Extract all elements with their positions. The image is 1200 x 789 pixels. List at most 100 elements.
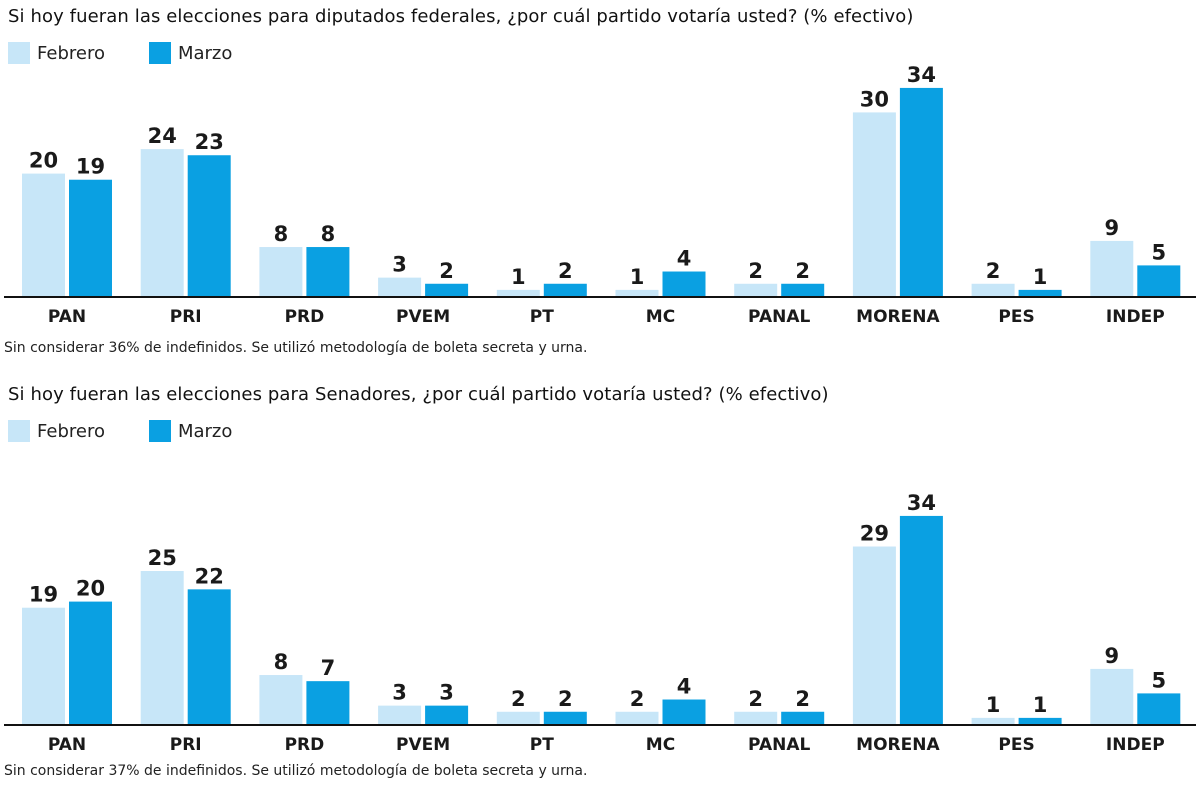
bar-febrero-indep: [1090, 668, 1134, 724]
data-label-marzo-pes: 1: [1033, 265, 1048, 289]
category-label-pan: PAN: [48, 735, 86, 755]
bar-febrero-pan: [22, 607, 65, 724]
bar-febrero-morena: [852, 546, 896, 724]
bar-marzo-pri: [187, 155, 231, 296]
chart-2-title: Si hoy fueran las elecciones para Senado…: [8, 384, 829, 405]
bar-febrero-pes: [971, 717, 1015, 724]
bar-marzo-mc: [662, 271, 706, 296]
category-label-morena: MORENA: [856, 307, 940, 327]
data-label-marzo-pvem: 2: [439, 259, 454, 283]
category-label-indep: INDEP: [1106, 735, 1165, 755]
category-label-pvem: PVEM: [396, 307, 450, 327]
bar-febrero-pvem: [378, 705, 422, 724]
data-label-febrero-prd: 8: [274, 222, 289, 246]
data-label-febrero-morena: 30: [860, 87, 889, 111]
category-label-prd: PRD: [285, 307, 325, 327]
bar-marzo-pes: [1018, 289, 1062, 296]
data-label-marzo-pan: 20: [76, 577, 105, 601]
data-label-marzo-panal: 2: [795, 259, 810, 283]
data-label-marzo-pri: 23: [195, 130, 224, 154]
bar-marzo-pt: [543, 283, 587, 296]
data-label-febrero-mc: 1: [630, 265, 645, 289]
bar-marzo-pan: [69, 601, 112, 724]
legend-item-febrero: Febrero: [8, 42, 105, 64]
legend-label-febrero: Febrero: [37, 42, 105, 64]
legend-swatch-marzo: [148, 420, 171, 442]
bar-marzo-pes: [1018, 717, 1062, 724]
data-label-febrero-prd: 8: [274, 650, 289, 674]
category-label-mc: MC: [646, 307, 675, 327]
data-label-febrero-pt: 2: [511, 687, 526, 711]
legend-item-marzo: Marzo: [148, 420, 233, 442]
bar-marzo-morena: [899, 515, 943, 724]
bar-marzo-panal: [781, 283, 825, 296]
bar-marzo-indep: [1137, 693, 1181, 724]
bar-marzo-prd: [306, 247, 350, 296]
legend-label-marzo: Marzo: [177, 420, 233, 442]
data-label-febrero-panal: 2: [748, 687, 763, 711]
category-label-indep: INDEP: [1106, 307, 1165, 327]
bar-marzo-panal: [781, 711, 825, 724]
chart-2-legend: Febrero Marzo: [8, 420, 276, 442]
data-label-marzo-indep: 5: [1151, 668, 1166, 692]
data-label-febrero-panal: 2: [748, 259, 763, 283]
category-label-pan: PAN: [48, 307, 86, 327]
bar-marzo-prd: [306, 681, 350, 724]
legend-label-marzo: Marzo: [177, 42, 233, 64]
data-label-febrero-pes: 2: [986, 259, 1001, 283]
legend-item-febrero: Febrero: [8, 420, 105, 442]
data-label-marzo-pan: 19: [76, 155, 105, 179]
data-label-marzo-morena: 34: [907, 491, 936, 515]
data-label-febrero-pan: 20: [29, 149, 58, 173]
chart-1-legend: Febrero Marzo: [8, 42, 276, 64]
chart-2-note: Sin considerar 37% de indefinidos. Se ut…: [4, 763, 588, 779]
category-label-pvem: PVEM: [396, 735, 450, 755]
data-label-marzo-panal: 2: [795, 687, 810, 711]
bar-marzo-pan: [69, 179, 112, 296]
bar-febrero-pt: [496, 711, 540, 724]
category-label-pri: PRI: [170, 735, 202, 755]
bar-febrero-panal: [734, 283, 778, 296]
bar-febrero-pri: [140, 149, 184, 296]
bar-febrero-panal: [734, 711, 778, 724]
data-label-marzo-pri: 22: [195, 564, 224, 588]
category-label-pes: PES: [998, 307, 1034, 327]
data-label-febrero-pri: 24: [148, 124, 177, 148]
bar-febrero-indep: [1090, 240, 1134, 296]
data-label-marzo-prd: 7: [321, 656, 336, 680]
legend-swatch-marzo: [148, 42, 171, 64]
bar-marzo-indep: [1137, 265, 1181, 296]
bar-marzo-pri: [187, 589, 231, 724]
bar-febrero-pes: [971, 283, 1015, 296]
bar-febrero-prd: [259, 247, 303, 296]
bar-febrero-mc: [615, 711, 659, 724]
category-label-pri: PRI: [170, 307, 202, 327]
data-label-febrero-pri: 25: [148, 546, 177, 570]
legend-swatch-febrero: [8, 42, 30, 64]
bar-febrero-prd: [259, 675, 303, 724]
category-label-panal: PANAL: [748, 307, 810, 327]
bar-febrero-pt: [496, 289, 540, 296]
bar-marzo-mc: [662, 699, 706, 724]
category-label-pt: PT: [530, 735, 554, 755]
legend-label-febrero: Febrero: [37, 420, 105, 442]
chart-1-note: Sin considerar 36% de indefinidos. Se ut…: [4, 340, 588, 356]
data-label-febrero-pes: 1: [986, 693, 1001, 717]
bar-marzo-pvem: [425, 283, 469, 296]
data-label-febrero-pvem: 3: [392, 681, 407, 705]
legend-item-marzo: Marzo: [148, 42, 233, 64]
data-label-febrero-pt: 1: [511, 265, 526, 289]
data-label-marzo-pes: 1: [1033, 693, 1048, 717]
data-label-marzo-pvem: 3: [439, 681, 454, 705]
data-label-marzo-pt: 2: [558, 259, 573, 283]
bar-marzo-pt: [543, 711, 587, 724]
data-label-marzo-pt: 2: [558, 687, 573, 711]
bar-febrero-pvem: [378, 277, 422, 296]
data-label-febrero-pvem: 3: [392, 253, 407, 277]
category-label-mc: MC: [646, 735, 675, 755]
bar-marzo-morena: [899, 87, 943, 296]
data-label-marzo-morena: 34: [907, 63, 936, 87]
bar-febrero-pan: [22, 173, 65, 296]
